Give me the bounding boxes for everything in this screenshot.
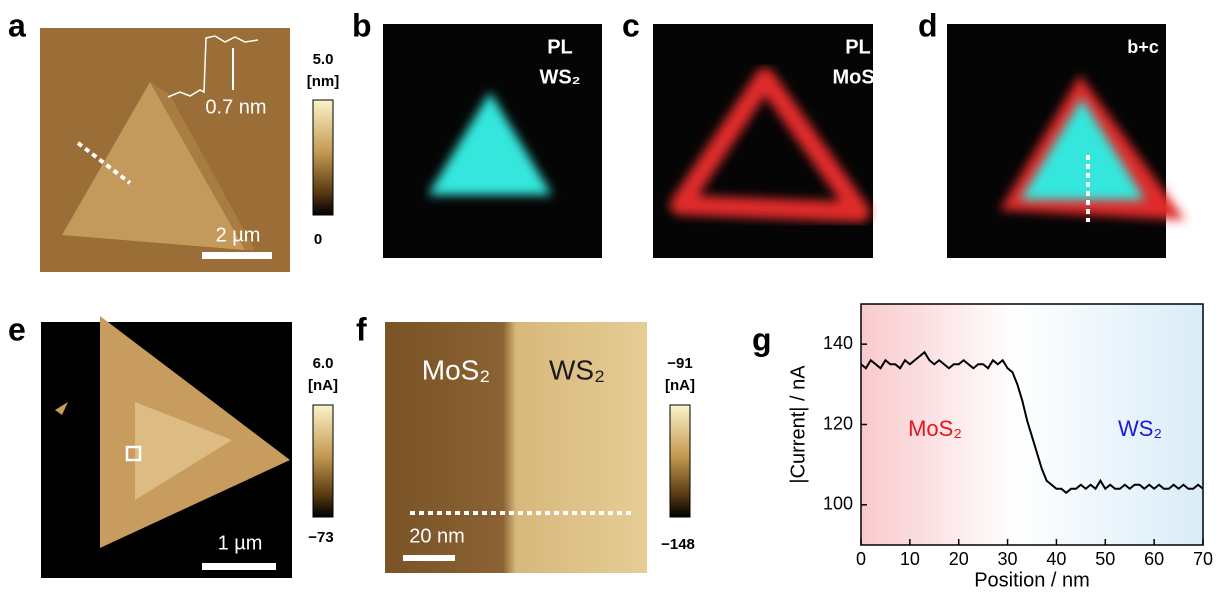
material-label: MoS₂ [422, 354, 490, 385]
colorbar-unit: [nm] [307, 73, 340, 90]
panel-label: g [752, 321, 772, 357]
x-tick-label: 40 [1046, 549, 1066, 569]
region-label: WS₂ [1118, 416, 1162, 441]
pl-material: MoS₂ [832, 66, 883, 88]
region-label: MoS₂ [908, 416, 962, 441]
scale-bar-label: 20 nm [409, 525, 465, 547]
x-tick-label: 30 [998, 549, 1018, 569]
x-tick-label: 70 [1193, 549, 1213, 569]
colorbar-max: 5.0 [313, 51, 334, 68]
y-tick-label: 100 [823, 494, 853, 514]
scale-bar [202, 563, 276, 570]
panel-label: d [918, 7, 938, 43]
scale-bar-label: 1 µm [218, 532, 263, 554]
material-label: WS₂ [549, 354, 605, 385]
x-axis-label: Position / nm [974, 569, 1090, 591]
colorbar-max: −91 [667, 355, 692, 372]
colorbar [313, 100, 333, 215]
colorbar-min: −73 [308, 529, 333, 546]
colorbar [670, 405, 690, 517]
y-tick-label: 120 [823, 413, 853, 433]
x-tick-label: 60 [1144, 549, 1164, 569]
colorbar-unit: [nA] [308, 377, 338, 394]
x-tick-label: 10 [900, 549, 920, 569]
colorbar [313, 405, 333, 517]
scale-bar [403, 555, 455, 561]
colorbar-unit: [nA] [665, 377, 695, 394]
y-axis-label: |Current| / nA [787, 365, 809, 484]
y-tick-label: 140 [823, 333, 853, 353]
step-height: 0.7 nm [205, 96, 266, 118]
scale-bar [202, 252, 272, 259]
figure: a 0.7 nm 2 µm 5.0 [nm] 0 b PL WS₂ c PL M… [0, 0, 1222, 598]
overlay-title: b+c [1127, 37, 1159, 57]
panel-label: c [622, 7, 640, 43]
scale-bar-label: 2 µm [216, 224, 261, 246]
panel-label: a [8, 7, 26, 43]
x-tick-label: 0 [856, 549, 866, 569]
pl-material: WS₂ [539, 66, 580, 88]
x-tick-label: 50 [1095, 549, 1115, 569]
pl-title: PL [547, 36, 573, 58]
panel-label: b [352, 7, 372, 43]
panel-label: f [356, 311, 367, 347]
panel-label: e [8, 311, 26, 347]
colorbar-max: 6.0 [313, 355, 334, 372]
x-tick-label: 20 [949, 549, 969, 569]
colorbar-min: −148 [661, 536, 695, 553]
pl-map [653, 24, 873, 258]
page: {"panels": { "a": {"label": "a", "step_h… [0, 0, 1222, 598]
colorbar-min: 0 [314, 231, 322, 248]
pl-title: PL [845, 36, 871, 58]
